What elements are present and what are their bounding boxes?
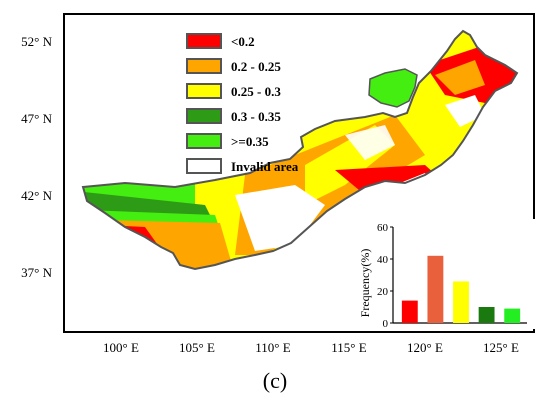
map-frame: <0.2 0.2 - 0.25 0.25 - 0.3 0.3 - 0.35 >=… [63, 13, 537, 333]
lat-label-37: 37° N [21, 265, 52, 280]
lat-label-52: 52° N [21, 34, 52, 49]
inset-bar-4 [478, 307, 495, 323]
inset-bar-2 [427, 255, 444, 323]
inset-bar-5 [504, 308, 521, 323]
inset-bar-3 [453, 281, 469, 323]
legend-swatch [186, 83, 222, 99]
lat-label-47: 47° N [21, 111, 52, 126]
inset-y-tick-label: 20 [377, 286, 389, 298]
inset-y-tick-label: 40 [377, 254, 389, 266]
lon-label-125: 125° E [483, 340, 519, 355]
legend-swatch [186, 108, 222, 124]
inset-y-axis-label: Frequency(%) [358, 249, 372, 318]
panel-label: (c) [262, 368, 288, 393]
lon-label-105: 105° E [179, 340, 215, 355]
legend-label: >=0.35 [231, 134, 269, 149]
legend-swatch [186, 33, 222, 49]
lon-label-120: 120° E [407, 340, 443, 355]
lon-label-115: 115° E [331, 340, 367, 355]
frequency-inset-chart: 0 20 40 60 Frequency(%) [357, 219, 537, 329]
legend-label: <0.2 [231, 34, 255, 49]
legend-label: 0.3 - 0.35 [231, 109, 281, 124]
map-canvas [82, 30, 518, 270]
inset-y-tick-label: 60 [377, 222, 389, 234]
inset-bar-1 [401, 300, 418, 323]
inset-y-tick-label: 0 [383, 318, 389, 329]
legend-swatch [186, 158, 222, 174]
legend-label: Invalid area [231, 159, 299, 174]
lon-label-100: 100° E [103, 340, 139, 355]
legend-label: 0.2 - 0.25 [231, 59, 281, 74]
legend-label: 0.25 - 0.3 [231, 84, 281, 99]
legend-swatch [186, 133, 222, 149]
lat-label-42: 42° N [21, 188, 52, 203]
lon-label-110: 110° E [255, 340, 291, 355]
legend-swatch [186, 58, 222, 74]
